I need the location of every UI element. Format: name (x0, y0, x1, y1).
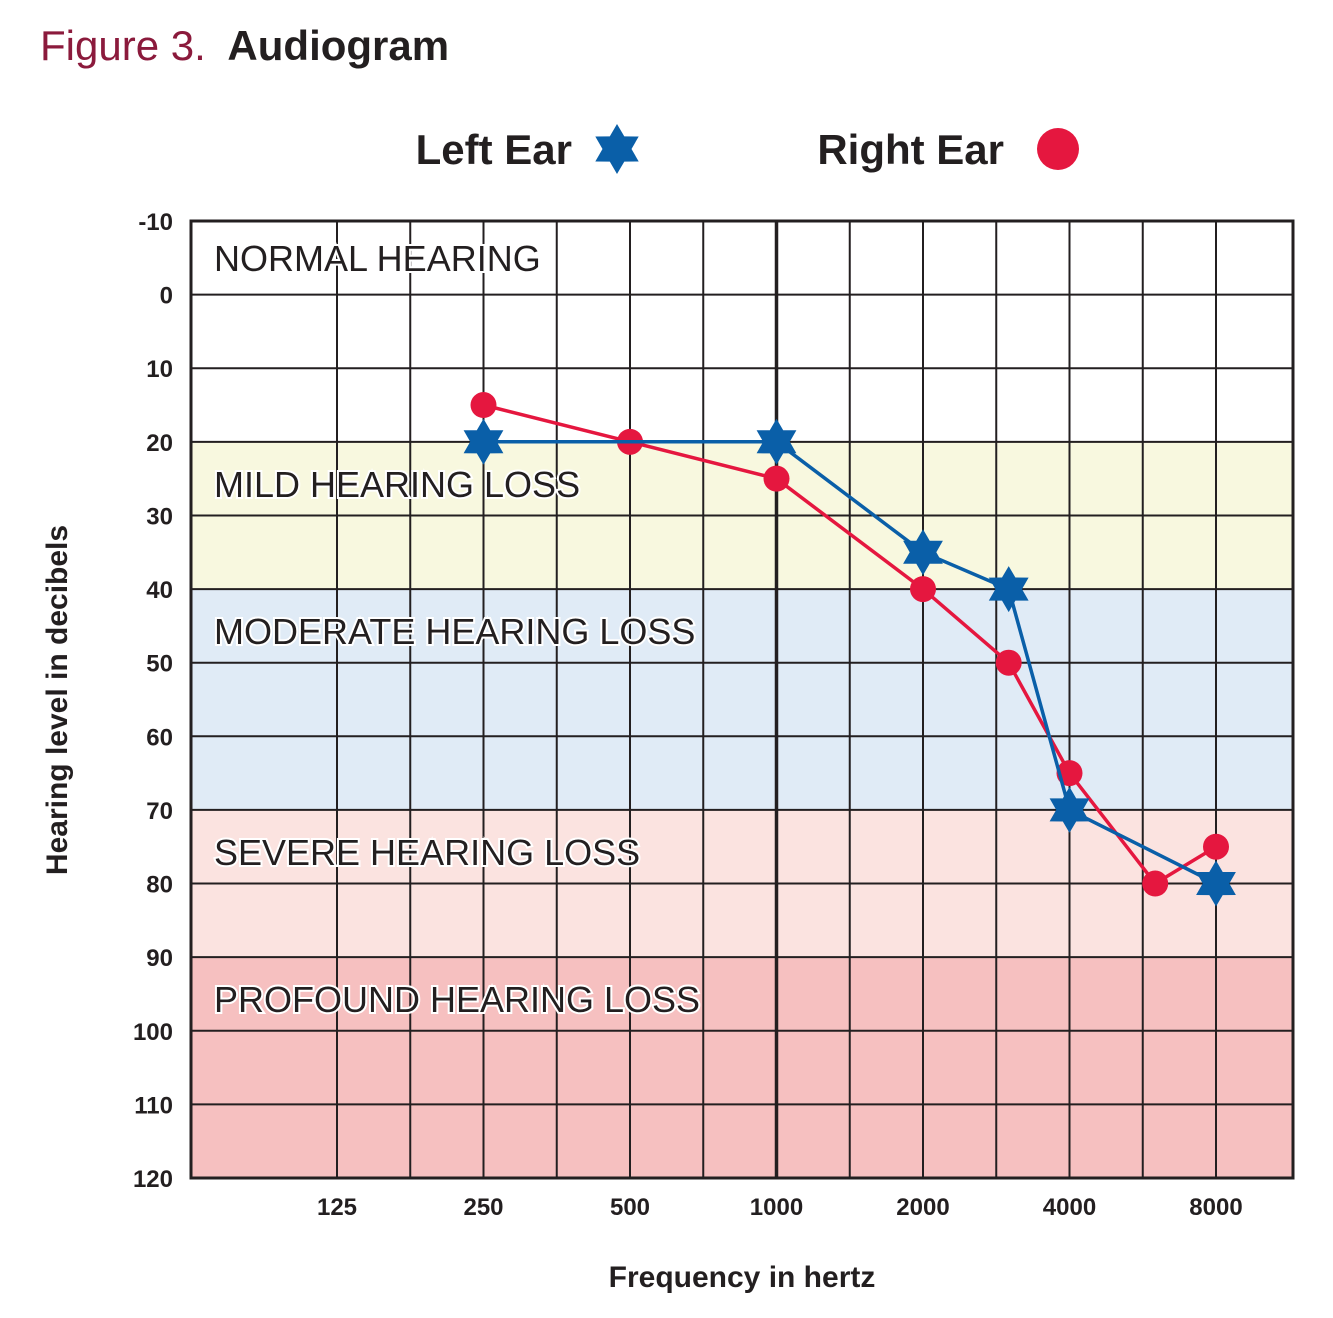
region-label-2: MODERATE HEARING LOSS (214, 611, 695, 652)
hearing-regions (191, 221, 1293, 1178)
y-tick-label: 60 (146, 724, 173, 751)
x-tick-label: 500 (610, 1194, 650, 1221)
y-tick-label: 70 (146, 798, 173, 825)
x-tick-label: 125 (317, 1194, 357, 1221)
region-label-3: SEVERE HEARING LOSS (214, 832, 640, 873)
region-label-1: MILD HEARING LOSS (214, 464, 580, 505)
axis-ticks: -10 0 10 20 30 40 50 60 70 80 90 100 110 120 125 250 500… (133, 209, 1243, 1221)
right-ear-point (995, 649, 1022, 676)
x-tick-label: 250 (463, 1194, 503, 1221)
right-ear-point (763, 465, 790, 492)
right-ear-point (1142, 870, 1169, 897)
region-label-0: NORMAL HEARING (214, 238, 541, 279)
region-labels: NORMAL HEARING MILD HEARING LOSS MODERATE … (212, 236, 702, 1022)
y-tick-label: 20 (146, 430, 173, 457)
legend-right-label: Right Ear (817, 126, 1004, 173)
region-label-4: PROFOUND HEARING LOSS (214, 979, 700, 1020)
left-ear-point (1196, 860, 1236, 907)
legend-circle-icon (1037, 128, 1079, 170)
x-axis-label: Frequency in hertz (609, 1261, 876, 1294)
figure-number: Figure 3. (40, 22, 206, 69)
y-tick-label: 90 (146, 945, 173, 972)
figure-title: Figure 3. Audiogram (40, 22, 449, 70)
left-ear-point (1049, 786, 1090, 833)
y-tick-label: 10 (146, 356, 173, 383)
x-tick-label: 1000 (750, 1194, 803, 1221)
y-tick-label: 100 (133, 1019, 173, 1046)
left-ear-point (756, 418, 797, 465)
y-axis-label: Hearing level in decibels (41, 525, 74, 875)
plot-border (189, 219, 1295, 1180)
left-ear-point (903, 529, 943, 576)
y-tick-label: 30 (146, 503, 173, 530)
y-tick-label: 110 (134, 1092, 173, 1119)
right-ear-point (910, 576, 936, 603)
y-tick-label: 0 (160, 283, 173, 310)
region-band-2 (191, 589, 1293, 810)
legend: Left Ear Right Ear (416, 124, 1079, 174)
x-tick-label: 2000 (896, 1194, 949, 1221)
y-tick-label: 120 (133, 1166, 173, 1193)
legend-star-icon (595, 124, 639, 174)
y-tick-label: 50 (146, 651, 173, 678)
x-tick-label: 8000 (1189, 1194, 1242, 1221)
region-band-0 (191, 221, 1293, 442)
y-tick-label: 40 (146, 577, 173, 604)
legend-left-label: Left Ear (416, 126, 572, 173)
right-ear-point (470, 392, 497, 419)
x-tick-label: 4000 (1043, 1194, 1096, 1221)
y-tick-label: -10 (138, 209, 173, 236)
left-ear-line (483, 440, 1217, 886)
right-ear-line (483, 403, 1217, 886)
left-ear-point (463, 418, 504, 465)
left-ear-point (988, 566, 1029, 613)
y-tick-label: 80 (146, 872, 173, 899)
figure-name: Audiogram (227, 22, 450, 69)
right-ear-point (1203, 833, 1229, 860)
right-ear-point (1056, 760, 1083, 787)
region-band-4 (191, 957, 1293, 1178)
data-series (463, 392, 1236, 907)
